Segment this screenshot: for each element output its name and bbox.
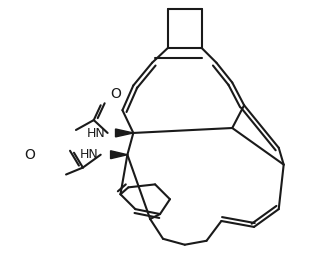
- Text: HN: HN: [79, 148, 98, 161]
- Polygon shape: [111, 151, 128, 159]
- Text: O: O: [110, 87, 121, 101]
- Text: HN: HN: [86, 127, 105, 140]
- Polygon shape: [115, 129, 133, 137]
- Text: O: O: [24, 148, 35, 162]
